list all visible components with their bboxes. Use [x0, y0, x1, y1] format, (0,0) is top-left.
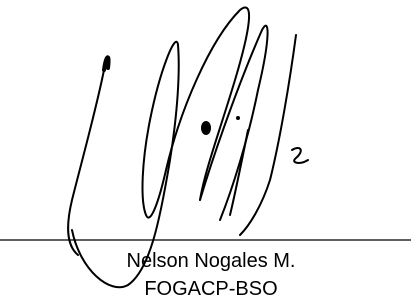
- page: Nelson Nogales M. FOGACP-BSO (() => { co…: [0, 0, 411, 305]
- signature-block: Nelson Nogales M. FOGACP-BSO: [0, 0, 411, 305]
- signer-name: Nelson Nogales M.: [127, 250, 296, 272]
- handwritten-signature: [68, 7, 308, 287]
- signer-organization: FOGACP-BSO: [144, 278, 277, 300]
